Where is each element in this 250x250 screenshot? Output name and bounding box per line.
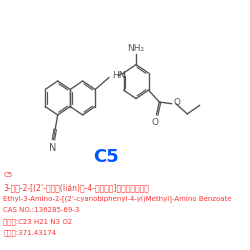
- Text: HN: HN: [112, 71, 126, 80]
- Text: 3-氨基-2-[(2’-氰基聯(lián)苯-4-基）甲基]氨基苯甲酸乙酯: 3-氨基-2-[(2’-氰基聯(lián)苯-4-基）甲基]氨基苯甲酸乙酯: [4, 184, 149, 192]
- Text: Ethyl-3-Amino-2-[(2’-cyanobiphenyl-4-yl)Methyl]-Amino Benzoate: Ethyl-3-Amino-2-[(2’-cyanobiphenyl-4-yl)…: [4, 195, 232, 202]
- Text: O: O: [151, 118, 158, 127]
- Text: CAS NO.:136285-69-3: CAS NO.:136285-69-3: [4, 206, 80, 212]
- Text: 分子量:371.43174: 分子量:371.43174: [4, 230, 56, 236]
- Text: NH₂: NH₂: [128, 44, 144, 52]
- Text: N: N: [49, 143, 56, 153]
- Text: C5: C5: [93, 148, 119, 166]
- Text: 分子式:C23 H21 N3 O2: 分子式:C23 H21 N3 O2: [4, 218, 72, 224]
- Text: O: O: [173, 98, 180, 107]
- Text: C5: C5: [4, 172, 13, 178]
